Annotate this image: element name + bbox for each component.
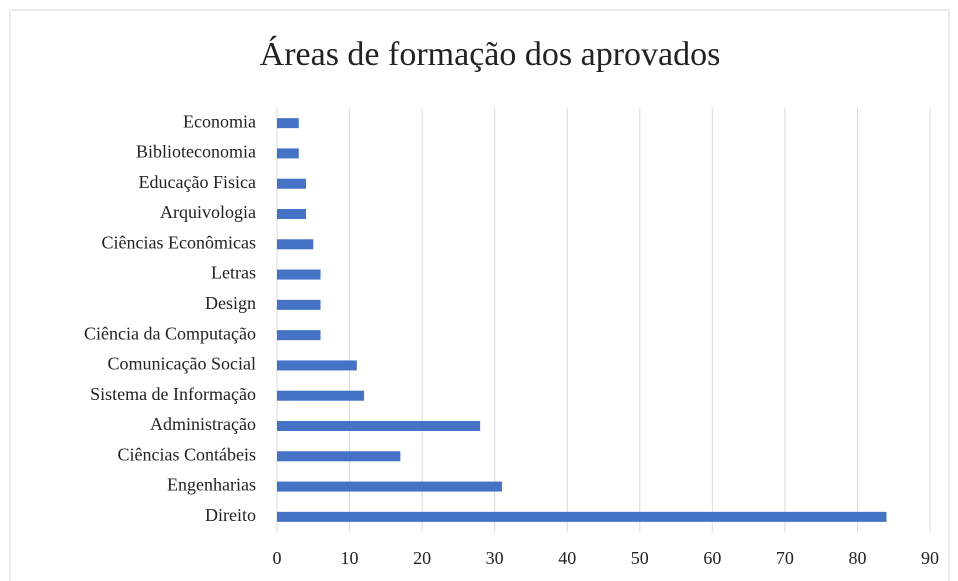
bar (277, 299, 321, 310)
x-tick-label: 50 (631, 548, 649, 568)
y-tick-label: Engenharias (167, 475, 256, 495)
y-tick-label: Educação Fisica (139, 172, 256, 192)
bar (277, 148, 299, 159)
bar (277, 178, 307, 189)
bar (277, 390, 365, 401)
bar (277, 209, 307, 219)
x-tick-label: 80 (848, 548, 866, 568)
y-tick-label: Sistema de Informação (90, 384, 256, 404)
y-tick-label: Ciências Contábeis (118, 444, 256, 464)
bar (277, 118, 299, 129)
y-tick-label: Comunicação Social (108, 354, 256, 374)
x-tick-label: 90 (921, 548, 939, 568)
x-tick-label: 40 (558, 548, 576, 568)
x-tick-label: 20 (413, 548, 431, 568)
y-tick-label: Ciências Econômicas (102, 232, 256, 252)
bar (277, 269, 321, 280)
y-tick-label: Design (205, 293, 256, 313)
y-tick-label: Administração (150, 414, 256, 434)
bar (277, 360, 357, 371)
bar (277, 451, 401, 462)
bar (277, 511, 887, 522)
bar (277, 239, 314, 250)
y-tick-label: Direito (205, 505, 256, 525)
bar (277, 330, 321, 341)
x-tick-label: 0 (273, 548, 282, 568)
y-tick-label: Economia (183, 111, 256, 131)
x-tick-label: 60 (703, 548, 721, 568)
bar (277, 481, 502, 492)
y-tick-label: Arquivologia (160, 202, 256, 222)
y-tick-label: Biblioteconomia (136, 142, 256, 162)
bar (277, 421, 481, 431)
x-tick-label: 30 (486, 548, 504, 568)
chart-title: Áreas de formação dos aprovados (260, 36, 721, 73)
chart-frame (9, 9, 950, 581)
y-tick-label: Ciência da Computação (84, 323, 256, 343)
x-tick-label: 10 (341, 548, 359, 568)
x-tick-label: 70 (776, 548, 794, 568)
y-tick-label: Letras (211, 263, 256, 283)
